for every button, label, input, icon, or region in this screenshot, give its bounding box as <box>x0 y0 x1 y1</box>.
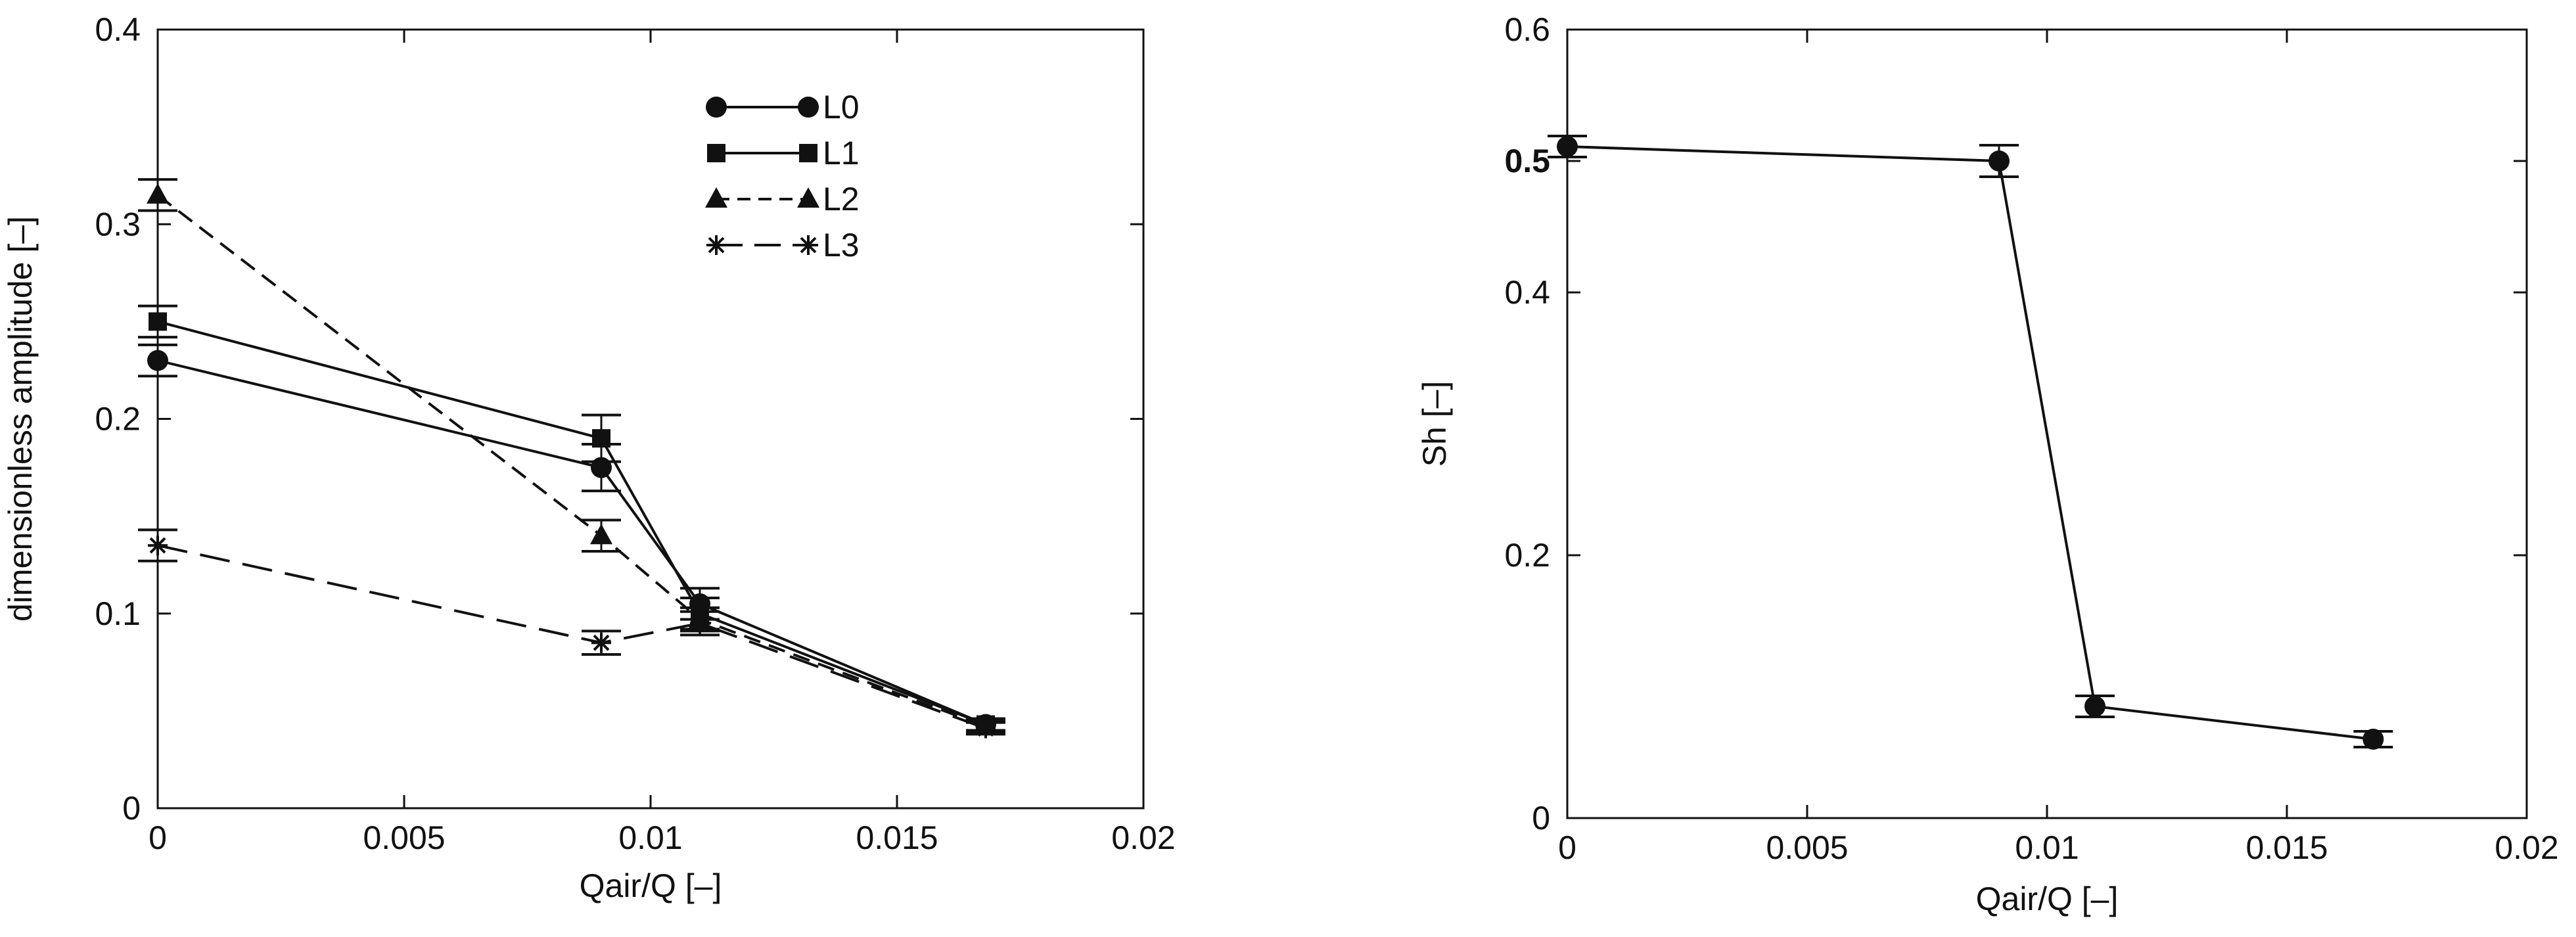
marker-series-0-2 <box>2084 696 2105 717</box>
y-tick-label: 0.4 <box>1504 274 1550 311</box>
marker-l2-0 <box>147 183 169 204</box>
marker-legend-l0-legend-b <box>798 97 819 118</box>
y-tick-label: 0 <box>1532 800 1550 836</box>
marker-l3-2 <box>690 613 710 633</box>
marker-l3-0 <box>148 536 168 556</box>
y-tick-label: 0.3 <box>95 206 141 242</box>
marker-legend-l1-legend-a <box>707 144 725 162</box>
series-l3 <box>138 528 1005 739</box>
x-tick-label: 0.015 <box>856 819 938 856</box>
x-tick-label: 0.01 <box>2015 829 2079 866</box>
series-line-series-0 <box>1567 145 2374 741</box>
x-tick-label: 0.005 <box>363 819 445 856</box>
series-line-l2 <box>156 194 986 728</box>
marker-l1-0 <box>149 312 167 331</box>
series-l0 <box>138 343 1005 735</box>
y-axis-title: dimensionless amplitude [–] <box>2 216 39 622</box>
series-line-l1 <box>157 320 986 726</box>
y-tick-label: 0.1 <box>95 595 141 632</box>
series-line-l0 <box>157 359 986 726</box>
marker-legend-l2-legend-b <box>797 187 819 208</box>
x-tick-label: 0.005 <box>1766 829 1848 866</box>
series-l1 <box>138 304 1005 734</box>
series-line-l3 <box>157 544 986 730</box>
marker-l1-1 <box>592 429 610 448</box>
x-tick-label: 0.02 <box>2495 829 2558 866</box>
marker-legend-l1-legend-b <box>799 144 817 162</box>
x-tick-label: 0.02 <box>1111 819 1175 856</box>
sh-panel: 0 0.005 0.01 0.015 0.02 0 0.2 0.4 0.5 0.6 Qair/Q [… <box>1416 11 2559 917</box>
marker-series-0-0 <box>1557 136 1578 157</box>
y-tick-label: 0.4 <box>95 11 141 48</box>
x-axis-title: Qair/Q [–] <box>1976 880 2119 917</box>
x-tick-label: 0.01 <box>618 819 682 856</box>
series-series-0 <box>1548 135 2393 750</box>
marker-series-0-3 <box>2362 729 2384 750</box>
x-axis-title: Qair/Q [–] <box>580 867 722 904</box>
x-tick-label: 0 <box>1558 829 1576 866</box>
legend-label-l1: L1 <box>823 135 860 171</box>
marker-l3-3 <box>976 718 996 739</box>
marker-l0-0 <box>147 350 168 371</box>
plot-frame <box>1566 28 2528 819</box>
y-tick-label: 0.5 <box>1504 143 1550 179</box>
series-l2 <box>138 178 1005 735</box>
legend-label-l0: L0 <box>823 89 860 126</box>
amplitude-panel: 0 0.005 0.01 0.015 0.02 0 0.1 0.2 0.3 0.4 Qair/Q [… <box>2 11 1176 904</box>
x-tick-label: 0 <box>149 819 167 856</box>
marker-series-0-1 <box>1989 150 2010 171</box>
marker-legend-l3-legend-a <box>706 235 726 255</box>
y-tick-label: 0.2 <box>1504 537 1550 574</box>
legend-label-l2: L2 <box>823 181 860 217</box>
marker-l3-1 <box>591 633 611 653</box>
y-axis-title: Sh [–] <box>1416 381 1453 467</box>
plot-frame <box>156 28 1145 810</box>
marker-legend-l3-legend-b <box>798 235 818 255</box>
y-tick-label: 0 <box>122 790 141 827</box>
y-tick-label: 0.2 <box>95 401 141 438</box>
marker-legend-l0-legend-a <box>706 97 727 118</box>
x-tick-label: 0.015 <box>2245 829 2328 866</box>
marker-legend-l2-legend-a <box>705 187 727 208</box>
legend-label-l3: L3 <box>823 227 860 263</box>
legend: L0 L1 L2 L3 <box>705 89 860 263</box>
marker-l2-1 <box>590 524 612 545</box>
y-tick-label: 0.6 <box>1504 11 1550 48</box>
